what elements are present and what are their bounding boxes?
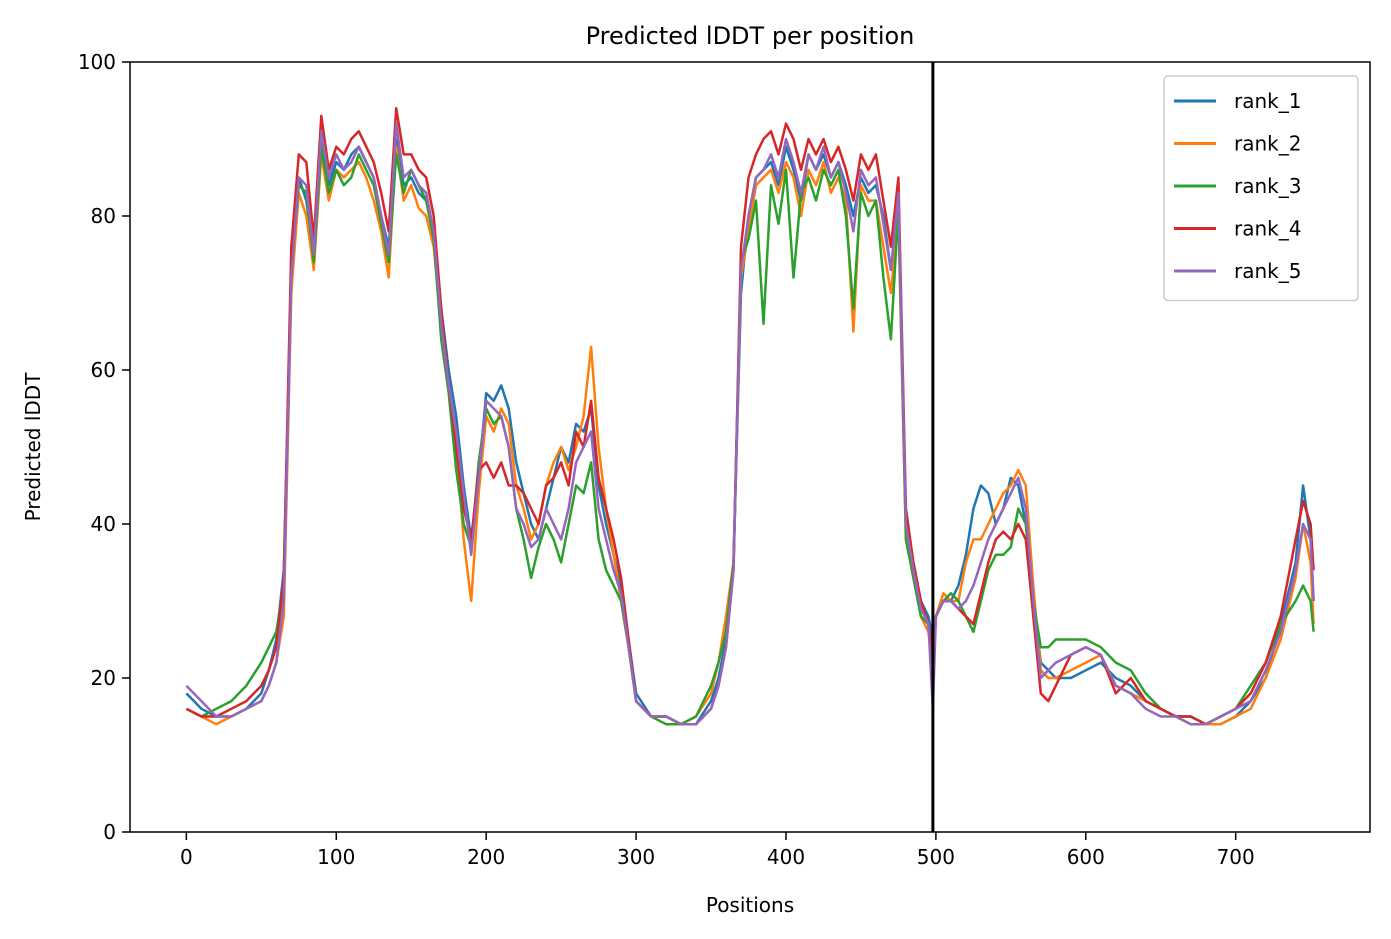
y-tick-label: 0	[103, 820, 116, 844]
x-tick-label: 600	[1067, 845, 1105, 869]
y-tick-label: 60	[91, 358, 116, 382]
x-tick-label: 100	[317, 845, 355, 869]
legend-box	[1163, 75, 1359, 302]
series-line-rank-4	[185, 106, 1315, 726]
x-tick-label: 300	[617, 845, 655, 869]
x-tick-label: 0	[180, 845, 193, 869]
y-tick-label: 80	[91, 204, 116, 228]
series-line-rank-3	[185, 145, 1315, 726]
x-axis: 0 100 200 300 400 500 600 700	[180, 832, 1255, 869]
legend-label: rank_4	[1234, 217, 1301, 241]
chart-title: Predicted lDDT per position	[586, 22, 915, 50]
y-tick-label: 100	[78, 50, 116, 74]
y-axis: 0 20 40 60 80 100	[78, 50, 130, 844]
x-tick-label: 700	[1217, 845, 1255, 869]
series-line-rank-5	[185, 122, 1315, 726]
x-tick-label: 200	[467, 845, 505, 869]
legend-label: rank_1	[1234, 89, 1301, 113]
legend-label: rank_3	[1234, 174, 1301, 198]
x-tick-label: 400	[767, 845, 805, 869]
plot-frame	[129, 61, 1371, 833]
legend: rank_1 rank_2 rank_3 rank_4 rank_5	[1163, 75, 1359, 302]
y-tick-label: 40	[91, 512, 116, 536]
y-axis-label: Predicted lDDT	[21, 372, 45, 522]
y-tick-label: 20	[91, 666, 116, 690]
series-layer	[185, 106, 1315, 726]
x-axis-label: Positions	[706, 893, 794, 917]
x-tick-label: 500	[917, 845, 955, 869]
legend-label: rank_5	[1234, 259, 1301, 283]
legend-label: rank_2	[1234, 132, 1301, 156]
